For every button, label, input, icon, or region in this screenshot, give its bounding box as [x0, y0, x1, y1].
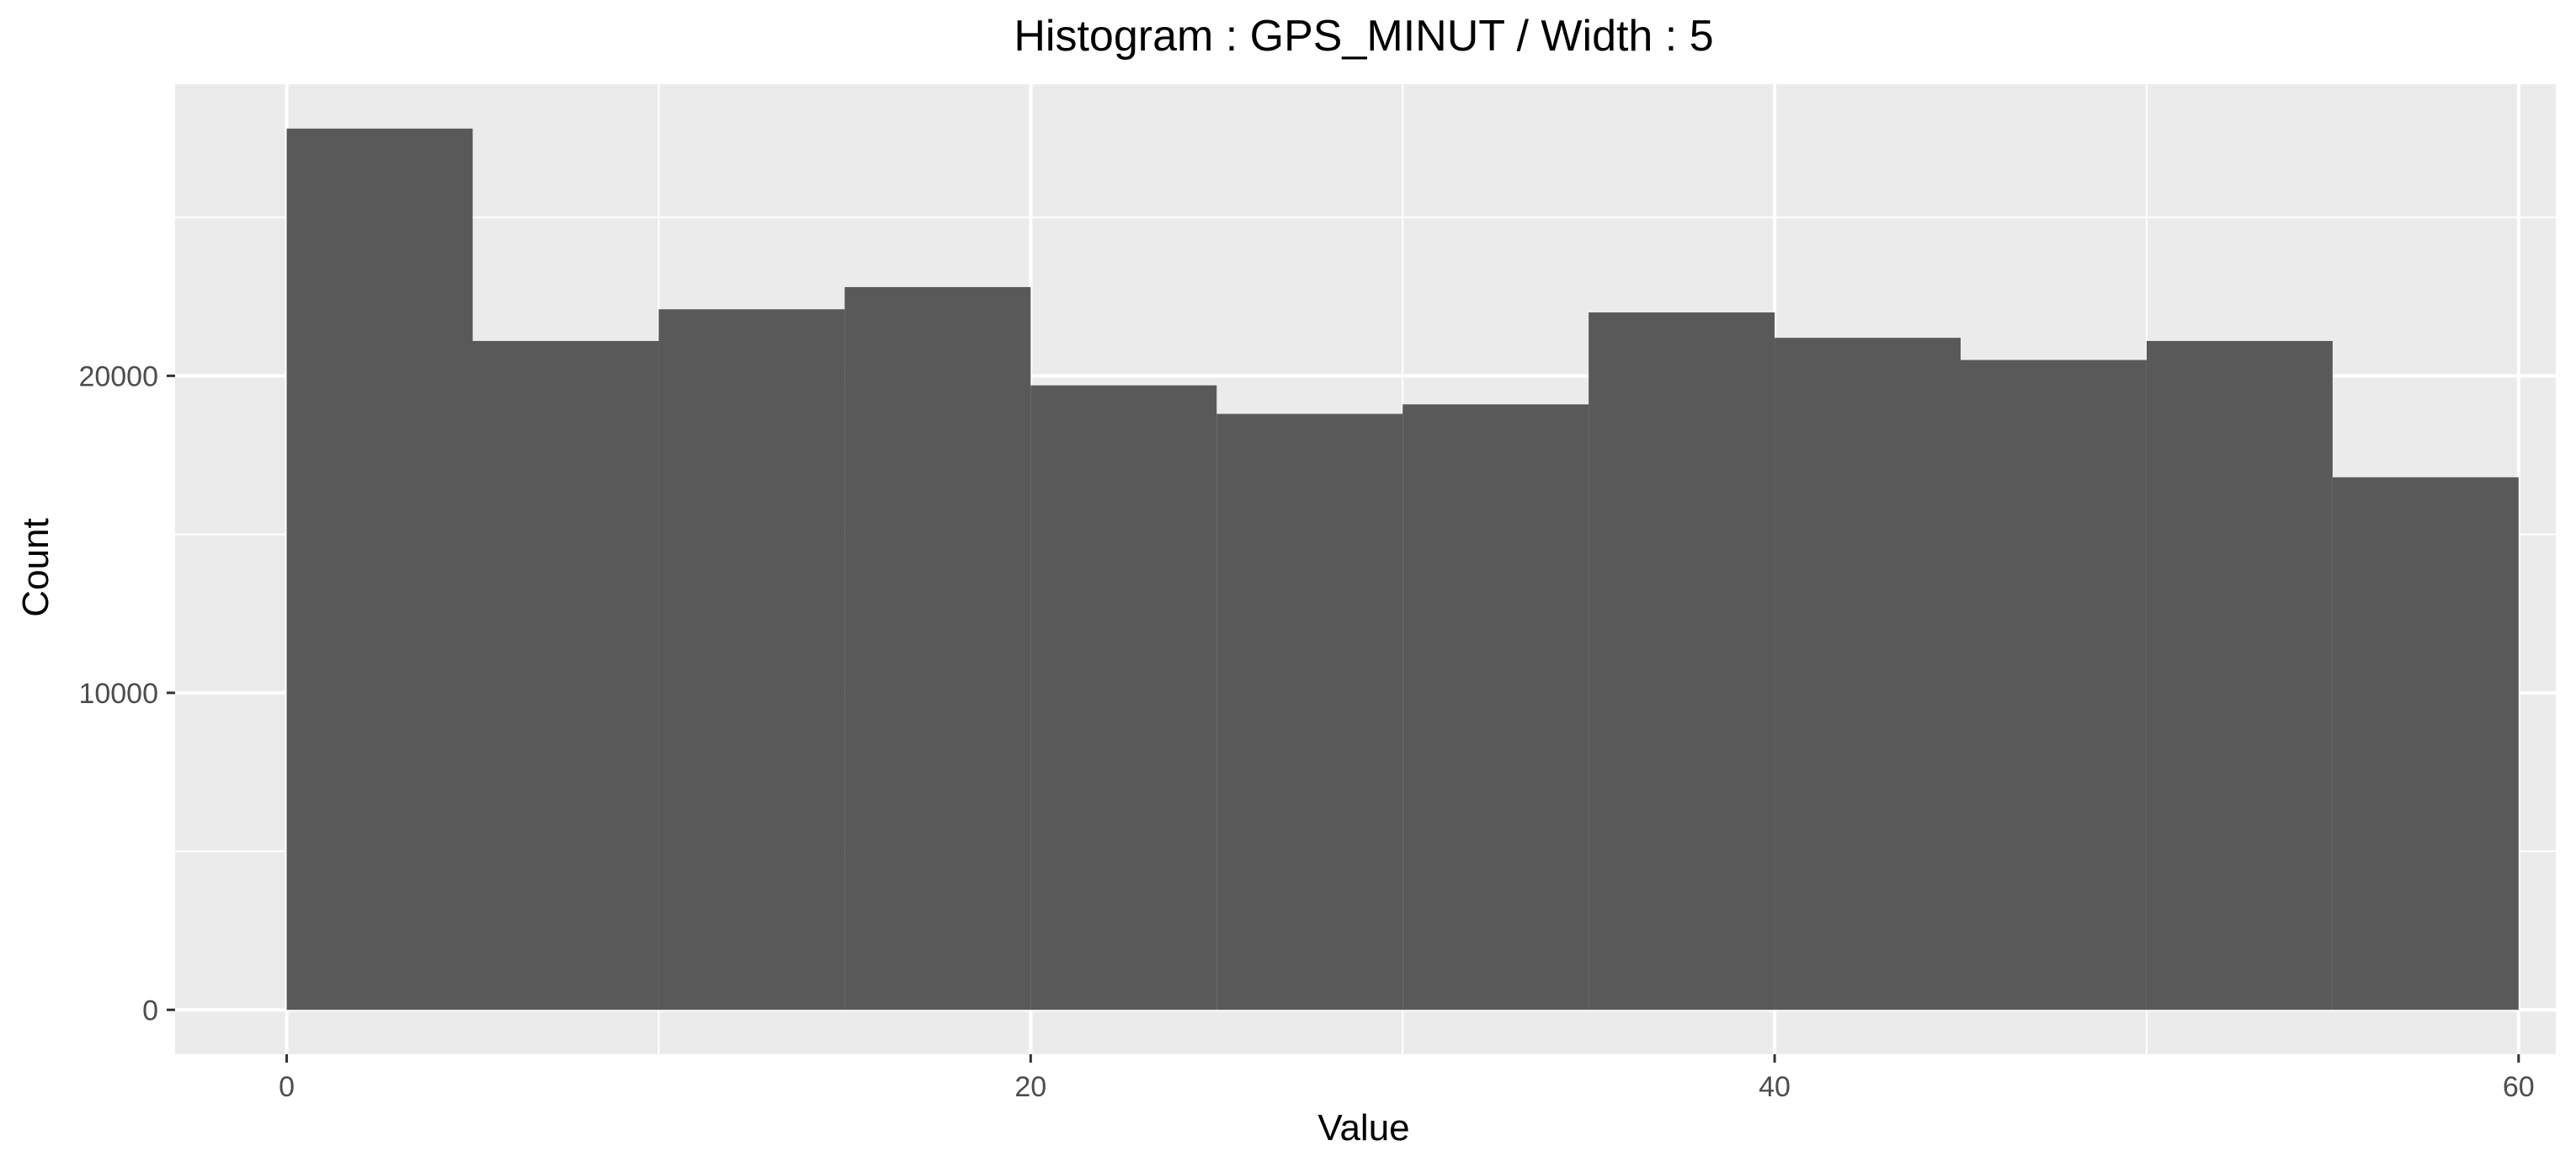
x-tick-label: 40 [1759, 1071, 1791, 1103]
y-axis-ticks: 0 10000 20000 [78, 360, 175, 1026]
x-tick-label: 0 [279, 1071, 295, 1103]
x-tick-label: 20 [1014, 1071, 1046, 1103]
chart-title: Histogram : GPS_MINUT / Width : 5 [1014, 12, 1713, 61]
histogram-bar [1961, 360, 2147, 1010]
y-tick-label: 0 [142, 994, 158, 1026]
x-tick-label: 60 [2503, 1071, 2535, 1103]
histogram-bar [844, 286, 1031, 1010]
histogram-bars [286, 128, 2519, 1010]
histogram-bar [1216, 413, 1403, 1010]
histogram-bar [286, 128, 473, 1010]
histogram-bar [1030, 385, 1217, 1010]
histogram-bar [2146, 340, 2333, 1010]
histogram-bar [1775, 338, 1961, 1010]
x-axis-ticks: 0 20 40 60 [279, 1054, 2535, 1103]
y-tick-label: 20000 [78, 360, 158, 392]
y-axis-title: Count [15, 518, 56, 616]
y-tick-label: 10000 [78, 678, 158, 710]
histogram-bar [2332, 477, 2519, 1010]
x-axis-title: Value [1317, 1107, 1409, 1149]
histogram-bar [658, 309, 845, 1010]
histogram-bar [472, 340, 659, 1010]
histogram-bar [1402, 404, 1589, 1010]
histogram-bar [1589, 312, 1775, 1010]
